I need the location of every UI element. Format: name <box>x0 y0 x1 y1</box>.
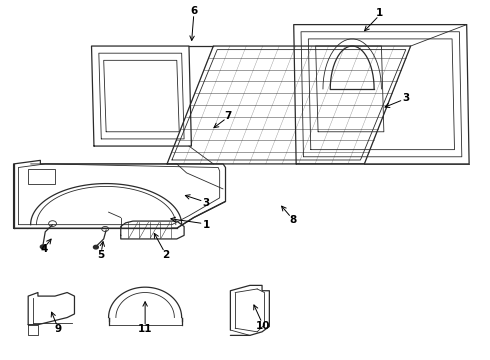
Text: 7: 7 <box>224 111 232 121</box>
Text: 10: 10 <box>256 321 271 331</box>
Bar <box>28 169 55 184</box>
Text: 2: 2 <box>162 250 169 260</box>
Text: 9: 9 <box>54 324 61 334</box>
Text: 6: 6 <box>190 6 197 17</box>
Text: 4: 4 <box>41 244 48 254</box>
Text: 11: 11 <box>138 324 152 334</box>
Circle shape <box>40 245 45 249</box>
Text: 1: 1 <box>375 8 383 18</box>
Text: 3: 3 <box>202 198 210 207</box>
Text: 3: 3 <box>402 93 410 103</box>
Circle shape <box>94 246 98 249</box>
Text: 5: 5 <box>98 250 105 260</box>
Text: 1: 1 <box>202 220 210 230</box>
Text: 8: 8 <box>289 215 296 225</box>
